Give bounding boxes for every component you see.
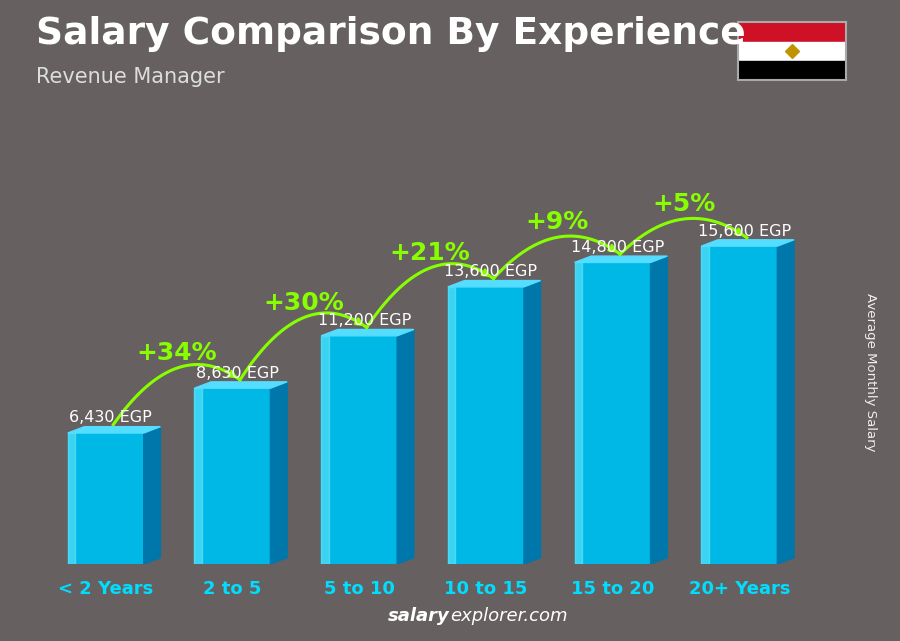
Text: 8,630 EGP: 8,630 EGP xyxy=(196,365,279,381)
Bar xyxy=(448,287,524,564)
Bar xyxy=(738,22,846,42)
Bar xyxy=(321,336,397,564)
Text: +21%: +21% xyxy=(390,241,471,265)
Text: +9%: +9% xyxy=(526,210,589,234)
Polygon shape xyxy=(144,427,160,564)
Polygon shape xyxy=(778,240,794,564)
Text: Salary Comparison By Experience: Salary Comparison By Experience xyxy=(36,16,746,52)
Text: +5%: +5% xyxy=(652,192,716,216)
Text: 15,600 EGP: 15,600 EGP xyxy=(698,224,791,238)
Bar xyxy=(194,388,270,564)
Text: explorer.com: explorer.com xyxy=(450,607,568,625)
Bar xyxy=(68,433,144,564)
Bar xyxy=(321,336,328,564)
Text: 11,200 EGP: 11,200 EGP xyxy=(318,313,410,328)
Polygon shape xyxy=(397,329,414,564)
Text: Revenue Manager: Revenue Manager xyxy=(36,67,225,87)
Bar xyxy=(701,246,709,564)
Polygon shape xyxy=(701,240,794,246)
Text: 14,800 EGP: 14,800 EGP xyxy=(571,240,664,255)
Bar xyxy=(738,42,846,61)
Text: Average Monthly Salary: Average Monthly Salary xyxy=(865,292,878,451)
Polygon shape xyxy=(651,256,667,564)
Polygon shape xyxy=(524,281,541,564)
Text: salary: salary xyxy=(388,607,450,625)
Bar xyxy=(448,287,455,564)
Text: +34%: +34% xyxy=(136,341,217,365)
Bar xyxy=(194,388,202,564)
Bar xyxy=(68,433,76,564)
Text: 6,430 EGP: 6,430 EGP xyxy=(69,410,152,426)
Bar xyxy=(701,246,778,564)
Bar xyxy=(574,262,582,564)
Text: 13,600 EGP: 13,600 EGP xyxy=(445,264,537,279)
Polygon shape xyxy=(321,329,414,336)
Bar xyxy=(738,61,846,80)
Polygon shape xyxy=(448,281,541,287)
Polygon shape xyxy=(574,256,667,262)
Polygon shape xyxy=(68,427,160,433)
Text: +30%: +30% xyxy=(263,290,344,315)
Bar xyxy=(574,262,651,564)
Polygon shape xyxy=(194,382,287,388)
Polygon shape xyxy=(270,382,287,564)
